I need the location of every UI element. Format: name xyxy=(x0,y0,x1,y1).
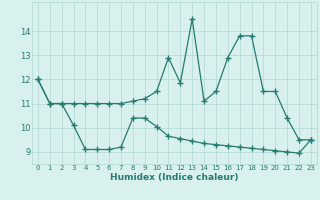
X-axis label: Humidex (Indice chaleur): Humidex (Indice chaleur) xyxy=(110,173,239,182)
